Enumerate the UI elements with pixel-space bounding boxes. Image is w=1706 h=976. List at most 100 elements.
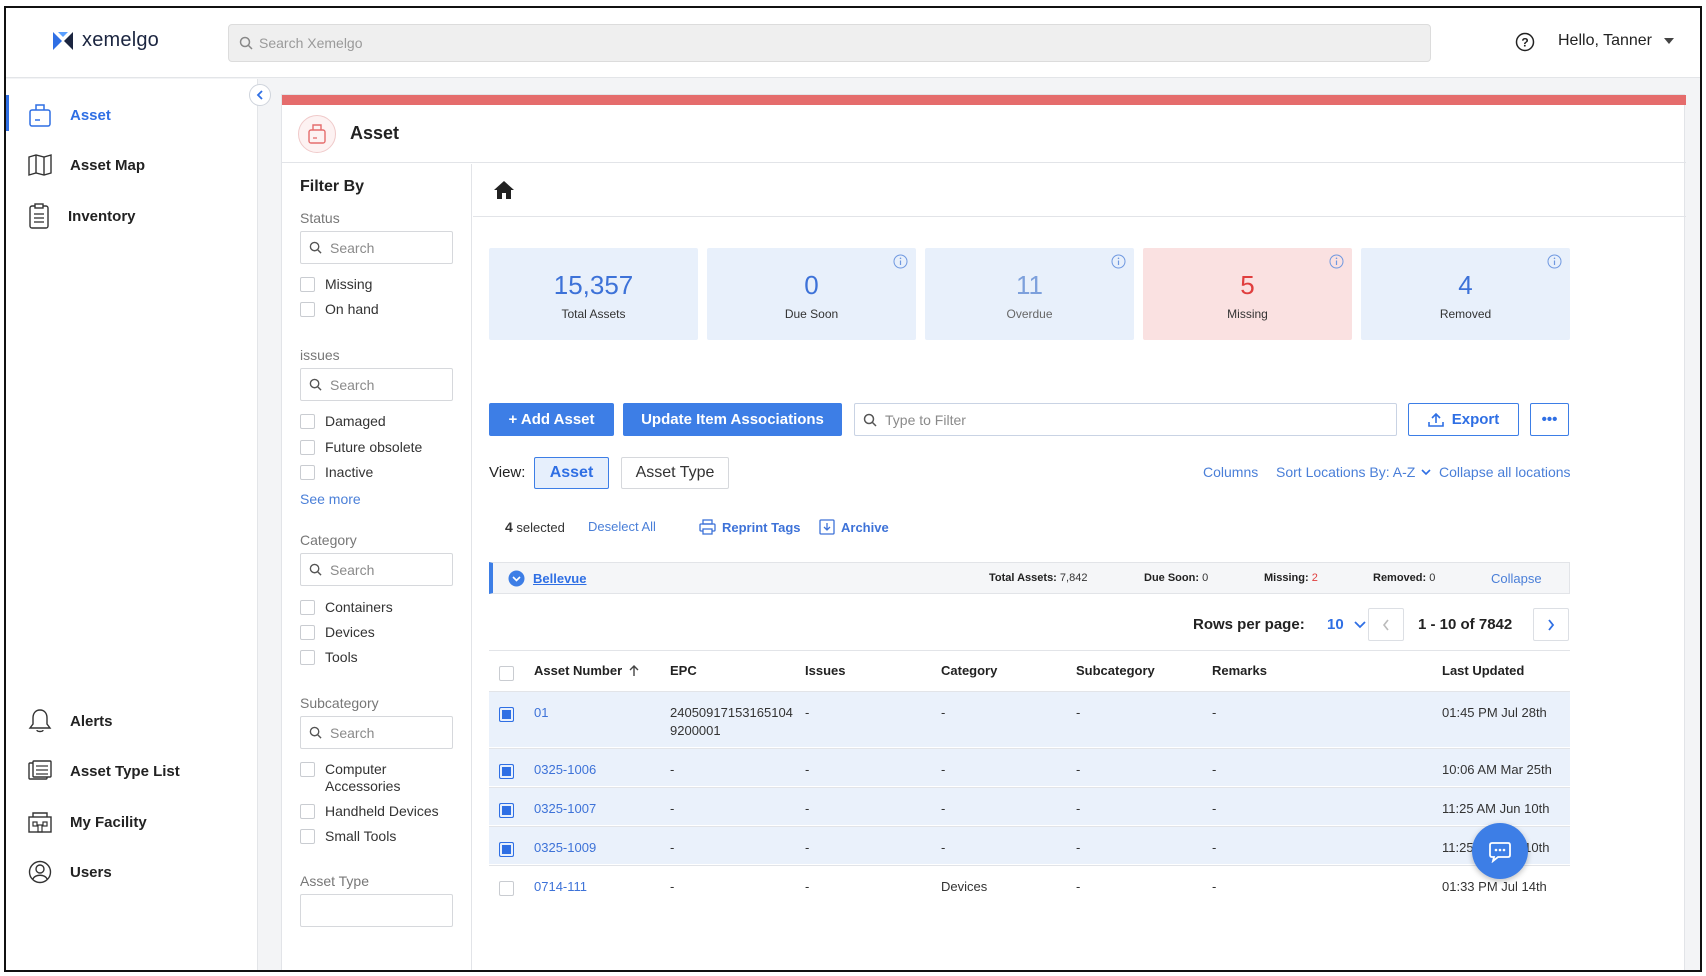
metric-overdue[interactable]: 11 Overdue xyxy=(925,248,1134,340)
sidebar-item-asset[interactable]: Asset xyxy=(6,93,254,137)
reprint-tags-button[interactable]: Reprint Tags xyxy=(699,519,801,535)
user-menu[interactable]: Hello, Tanner xyxy=(1558,32,1674,50)
checkbox[interactable] xyxy=(300,414,315,429)
filter-option-computer-accessories[interactable]: Computer Accessories xyxy=(300,761,430,795)
view-asset-button[interactable]: Asset xyxy=(534,457,609,489)
asset-number-link[interactable]: 0325-1009 xyxy=(534,840,597,855)
checkbox[interactable] xyxy=(300,625,315,640)
help-icon[interactable]: ? xyxy=(1515,32,1535,52)
filter-issues-search-input[interactable] xyxy=(330,376,440,393)
column-header-epc[interactable]: EPC xyxy=(670,663,697,678)
asset-number-link[interactable]: 01 xyxy=(534,705,549,720)
type-filter-input[interactable] xyxy=(885,411,1385,428)
column-header-subcategory[interactable]: Subcategory xyxy=(1076,663,1155,678)
sidebar-item-asset-type-list[interactable]: Asset Type List xyxy=(6,749,254,793)
sidebar-item-users[interactable]: Users xyxy=(6,850,254,894)
table-row[interactable]: 0714-111 - - Devices - - 01:33 PM Jul 14… xyxy=(489,865,1570,903)
row-checkbox[interactable] xyxy=(499,803,514,818)
checkbox[interactable] xyxy=(300,600,315,615)
sidebar-item-my-facility[interactable]: My Facility xyxy=(6,800,254,844)
export-button[interactable]: Export xyxy=(1408,403,1519,436)
column-header-asset-number[interactable]: Asset Number xyxy=(534,663,640,678)
metric-missing[interactable]: 5 Missing xyxy=(1143,248,1352,340)
columns-link[interactable]: Columns xyxy=(1203,464,1259,480)
add-asset-button[interactable]: + Add Asset xyxy=(489,403,614,436)
location-name-link[interactable]: Bellevue xyxy=(533,571,587,586)
chevron-down-circle-icon[interactable] xyxy=(508,570,525,587)
type-filter[interactable] xyxy=(854,403,1397,436)
filter-option-inactive[interactable]: Inactive xyxy=(300,464,373,481)
metric-total-assets[interactable]: 15,357 Total Assets xyxy=(489,248,698,340)
checkbox[interactable] xyxy=(300,650,315,665)
update-item-associations-button[interactable]: Update Item Associations xyxy=(623,403,842,436)
filter-subcategory-search-input[interactable] xyxy=(330,724,440,741)
checkbox[interactable] xyxy=(300,465,315,480)
checkbox[interactable] xyxy=(300,762,315,777)
sidebar-collapse-button[interactable] xyxy=(249,84,271,106)
archive-button[interactable]: Archive xyxy=(819,519,889,535)
row-checkbox[interactable] xyxy=(499,764,514,779)
filter-option-on-hand[interactable]: On hand xyxy=(300,301,379,318)
filter-option-containers[interactable]: Containers xyxy=(300,599,393,616)
deselect-all-link[interactable]: Deselect All xyxy=(588,519,656,534)
filter-status-search-input[interactable] xyxy=(330,239,440,256)
more-options-button[interactable]: ••• xyxy=(1530,403,1569,436)
table-row[interactable]: 0325-1006 - - - - - 10:06 AM Mar 25th xyxy=(489,748,1570,786)
asset-number-link[interactable]: 0325-1007 xyxy=(534,801,597,816)
filter-option-missing[interactable]: Missing xyxy=(300,276,372,293)
checkbox[interactable] xyxy=(300,277,315,292)
filter-option-handheld-devices[interactable]: Handheld Devices xyxy=(300,803,439,820)
view-asset-type-button[interactable]: Asset Type xyxy=(621,457,729,489)
sort-locations-dropdown[interactable]: Sort Locations By: A-Z xyxy=(1276,464,1431,480)
column-header-remarks[interactable]: Remarks xyxy=(1212,663,1267,678)
asset-number-link[interactable]: 0325-1006 xyxy=(534,762,597,777)
select-all-checkbox[interactable] xyxy=(499,666,514,681)
filter-category-search[interactable] xyxy=(300,553,453,586)
global-search[interactable] xyxy=(228,24,1431,62)
info-icon[interactable] xyxy=(1329,254,1344,269)
table-row[interactable]: 0325-1007 - - - - - 11:25 AM Jun 10th xyxy=(489,787,1570,825)
column-header-category[interactable]: Category xyxy=(941,663,998,678)
checkbox[interactable] xyxy=(300,804,315,819)
column-header-issues[interactable]: Issues xyxy=(805,663,846,678)
metric-removed[interactable]: 4 Removed xyxy=(1361,248,1570,340)
row-checkbox[interactable] xyxy=(499,881,514,896)
checkbox[interactable] xyxy=(300,302,315,317)
logo[interactable]: xemelgo xyxy=(52,29,159,52)
sidebar-item-asset-map[interactable]: Asset Map xyxy=(6,143,254,187)
table-row[interactable]: 01 24050917153165104 9200001 - - - - 01:… xyxy=(489,691,1570,747)
filter-asset-type-search[interactable] xyxy=(300,894,453,927)
global-search-input[interactable] xyxy=(259,35,1409,51)
checkbox[interactable] xyxy=(300,829,315,844)
filter-issues-search[interactable] xyxy=(300,368,453,401)
row-checkbox[interactable] xyxy=(499,707,514,722)
info-icon[interactable] xyxy=(1547,254,1562,269)
sidebar-item-alerts[interactable]: Alerts xyxy=(6,699,254,743)
filter-option-tools[interactable]: Tools xyxy=(300,649,358,666)
checkbox[interactable] xyxy=(300,440,315,455)
asset-number-link[interactable]: 0714-111 xyxy=(534,879,588,894)
filter-option-devices[interactable]: Devices xyxy=(300,624,375,641)
table-row[interactable]: 0325-1009 - - - - - 11:25 AM Jun 10th xyxy=(489,826,1570,864)
next-page-button[interactable] xyxy=(1533,608,1569,641)
rows-per-page-select[interactable]: 10 xyxy=(1327,616,1366,633)
home-icon[interactable] xyxy=(493,180,515,200)
info-icon[interactable] xyxy=(893,254,908,269)
group-collapse-link[interactable]: Collapse xyxy=(1491,571,1542,586)
chat-button[interactable] xyxy=(1472,823,1528,879)
see-more-link[interactable]: See more xyxy=(300,491,361,507)
filter-category-search-input[interactable] xyxy=(330,561,440,578)
filter-option-small-tools[interactable]: Small Tools xyxy=(300,828,396,845)
filter-status-search[interactable] xyxy=(300,231,453,264)
info-icon[interactable] xyxy=(1111,254,1126,269)
sidebar-item-inventory[interactable]: Inventory xyxy=(6,194,254,238)
filter-subcategory-search[interactable] xyxy=(300,716,453,749)
metric-due-soon[interactable]: 0 Due Soon xyxy=(707,248,916,340)
issues-cell: - xyxy=(805,801,810,816)
collapse-all-locations-link[interactable]: Collapse all locations xyxy=(1439,464,1571,480)
row-checkbox[interactable] xyxy=(499,842,514,857)
column-header-last-updated[interactable]: Last Updated xyxy=(1442,663,1525,678)
prev-page-button[interactable] xyxy=(1368,608,1404,641)
filter-option-damaged[interactable]: Damaged xyxy=(300,413,386,430)
filter-option-future-obsolete[interactable]: Future obsolete xyxy=(300,439,422,456)
